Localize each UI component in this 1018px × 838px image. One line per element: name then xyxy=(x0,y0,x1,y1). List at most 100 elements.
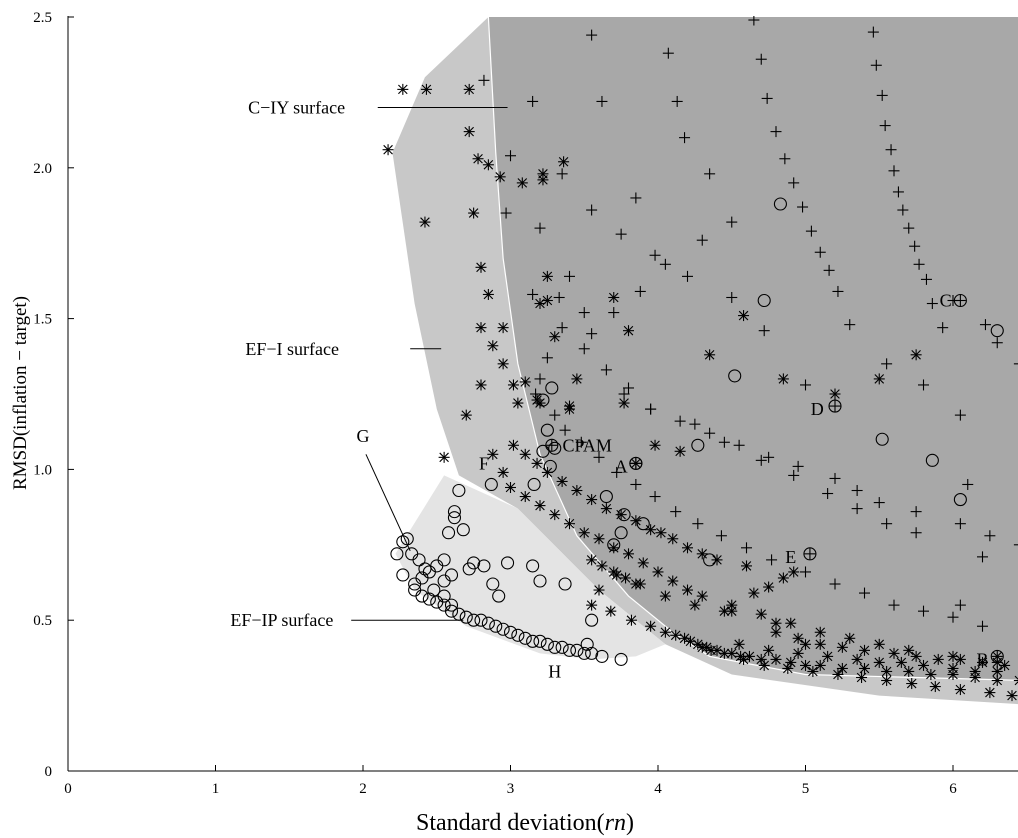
point-circle-2-54 xyxy=(540,423,554,437)
point-asterisk-1-117 xyxy=(836,662,848,674)
point-circle-2-35 xyxy=(486,577,500,591)
x-tick-label: 0 xyxy=(64,781,72,797)
point-asterisk-1-67 xyxy=(873,638,885,650)
point-asterisk-1-49 xyxy=(519,491,531,503)
point-circle-2-75 xyxy=(536,444,550,458)
point-circle-2-32 xyxy=(456,523,470,537)
point-circle-2-63 xyxy=(691,438,705,452)
point-asterisk-1-130 xyxy=(859,644,870,656)
point-circle-plus-3-0 xyxy=(953,293,967,308)
point-plus-0-8 xyxy=(662,47,674,59)
point-circle-2-38 xyxy=(526,559,540,573)
point-asterisk-1-64 xyxy=(785,617,797,629)
point-circle-plus-3-3 xyxy=(803,547,817,561)
point-plus-0-56 xyxy=(556,168,568,180)
point-circle-2-72 xyxy=(614,526,628,540)
annotations: C−IY surface EF−I surface EF−IP surface G H F… xyxy=(230,97,988,681)
point-plus-0-69 xyxy=(741,542,752,554)
point-plus-0-114 xyxy=(726,216,738,228)
point-circle-2-46 xyxy=(441,526,456,540)
point-asterisk-1-7 xyxy=(482,159,494,171)
point-plus-0-60 xyxy=(559,424,571,436)
point-asterisk-1-93 xyxy=(519,448,531,460)
point-plus-0-102 xyxy=(689,418,701,430)
point-circle-2-16 xyxy=(489,619,503,633)
point-asterisk-1-136 xyxy=(999,659,1011,671)
point-asterisk-1-132 xyxy=(910,650,922,662)
region-boundary xyxy=(487,16,1018,681)
point-circle-2-64 xyxy=(875,432,889,446)
point-plus-0-53 xyxy=(649,249,661,261)
point-asterisk-1-6 xyxy=(472,153,484,165)
point-plus-0-100 xyxy=(755,454,767,466)
point-asterisk-1-95 xyxy=(586,599,598,611)
point-asterisk-1-57 xyxy=(637,557,649,569)
point-plus-0-108 xyxy=(541,352,553,364)
point-asterisk-1-115 xyxy=(800,659,811,671)
point-circle-2-24 xyxy=(548,640,562,654)
point-asterisk-1-14 xyxy=(475,261,487,273)
point-plus-0-50 xyxy=(758,325,770,337)
point-asterisk-1-4 xyxy=(419,216,431,228)
point-plus-0-74 xyxy=(888,599,900,611)
point-asterisk-1-11 xyxy=(558,156,570,168)
point-plus-0-17 xyxy=(755,53,767,65)
point-asterisk-1-154 xyxy=(881,675,893,687)
point-circle-2-25 xyxy=(555,640,569,654)
point-asterisk-1-77 xyxy=(788,566,800,578)
point-plus-0-51 xyxy=(726,291,738,303)
point-circle-2-7 xyxy=(422,592,436,606)
point-circle-2-21 xyxy=(526,634,540,648)
point-plus-0-57 xyxy=(534,373,546,385)
point-plus-0-48 xyxy=(844,319,856,331)
point-plus-0-68 xyxy=(715,530,727,542)
point-plus-0-86 xyxy=(851,485,863,497)
point-asterisk-1-38 xyxy=(738,310,750,322)
point-circle-2-20 xyxy=(518,631,532,645)
point-asterisk-1-135 xyxy=(977,656,988,668)
point-asterisk-1-147 xyxy=(991,665,1003,677)
x-tick-label: 3 xyxy=(507,781,515,797)
point-circle-asterisk-4-1 xyxy=(629,456,643,470)
point-asterisk-1-20 xyxy=(623,325,634,337)
point-circle-2-56 xyxy=(484,477,498,492)
point-asterisk-1-164 xyxy=(593,584,605,596)
point-plus-0-37 xyxy=(913,258,925,270)
point-plus-0-22 xyxy=(797,201,809,213)
point-asterisk-1-129 xyxy=(836,641,848,653)
point-plus-0-93 xyxy=(962,478,974,490)
point-asterisk-1-75 xyxy=(763,581,775,593)
point-asterisk-1-89 xyxy=(571,485,583,497)
point-asterisk-1-83 xyxy=(655,527,667,539)
point-asterisk-1-32 xyxy=(534,397,546,409)
point-asterisk-1-2 xyxy=(463,83,475,95)
point-asterisk-1-139 xyxy=(792,647,804,659)
point-asterisk-1-48 xyxy=(505,481,516,493)
annotation-label-2: EF−IP surface xyxy=(230,610,333,630)
point-circle-2-31 xyxy=(447,511,462,525)
point-asterisk-1-157 xyxy=(954,684,966,696)
scatter-points xyxy=(382,16,1018,702)
annotation-label-8: C xyxy=(940,291,952,311)
point-circle-2-36 xyxy=(492,589,506,603)
point-asterisk-1-156 xyxy=(929,681,941,693)
point-plus-0-30 xyxy=(879,120,891,132)
point-asterisk-1-13 xyxy=(468,207,480,219)
point-plus-0-106 xyxy=(578,343,590,355)
point-plus-0-1 xyxy=(527,95,539,107)
y-tick-label: 2.5 xyxy=(33,10,52,26)
point-asterisk-1-24 xyxy=(475,322,487,334)
point-plus-0-66 xyxy=(670,506,682,518)
annotation-label-1: EF−I surface xyxy=(245,339,339,359)
point-asterisk-1-137 xyxy=(733,638,745,650)
point-plus-0-43 xyxy=(991,337,1003,349)
point-asterisk-1-141 xyxy=(851,653,863,665)
point-asterisk-1-17 xyxy=(541,270,553,282)
y-tick-label: 2.0 xyxy=(33,161,52,177)
point-asterisk-1-109 xyxy=(726,647,738,659)
point-asterisk-1-15 xyxy=(482,288,494,300)
y-tick-label: 1.0 xyxy=(33,462,52,478)
point-plus-0-61 xyxy=(575,436,587,448)
point-circle-2-15 xyxy=(481,616,495,630)
point-asterisk-1-162 xyxy=(689,599,701,611)
